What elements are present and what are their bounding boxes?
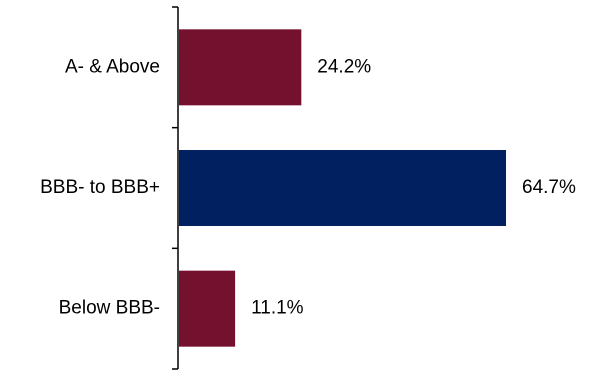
data-label: 64.7% [522,177,576,198]
bar [179,270,236,347]
category-label: BBB- to BBB+ [40,177,160,198]
label-group: A- & Above 24.2% BBB- to BBB+ 64.7% Below BB… [40,56,576,318]
bar [179,29,302,106]
bar [179,150,506,226]
data-label: 11.1% [251,298,304,319]
data-label: 24.2% [317,56,371,77]
category-label: A- & Above [65,56,160,77]
category-axis [172,6,179,370]
category-label: Below BBB- [59,298,160,319]
bar-group [179,29,506,347]
